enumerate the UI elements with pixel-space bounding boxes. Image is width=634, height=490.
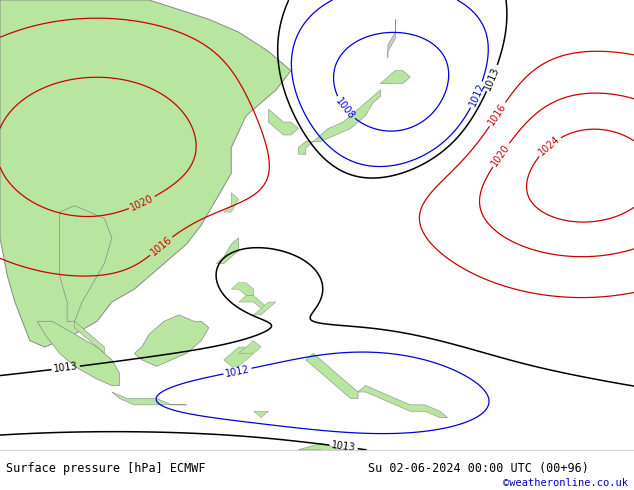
Polygon shape <box>60 206 112 321</box>
Polygon shape <box>299 142 313 154</box>
Polygon shape <box>306 353 358 398</box>
Polygon shape <box>313 90 380 142</box>
Polygon shape <box>358 386 448 417</box>
Text: 1020: 1020 <box>490 142 512 168</box>
Text: 1012: 1012 <box>224 364 250 378</box>
Polygon shape <box>75 321 105 353</box>
Polygon shape <box>0 0 291 347</box>
Polygon shape <box>224 347 254 367</box>
Polygon shape <box>388 19 396 58</box>
Text: 1012: 1012 <box>467 81 486 108</box>
Polygon shape <box>254 302 276 315</box>
Text: ©weatheronline.co.uk: ©weatheronline.co.uk <box>503 478 628 488</box>
Polygon shape <box>112 392 186 405</box>
Polygon shape <box>231 283 254 295</box>
Text: Su 02-06-2024 00:00 UTC (00+96): Su 02-06-2024 00:00 UTC (00+96) <box>368 462 588 475</box>
Text: 1016: 1016 <box>148 234 174 258</box>
Polygon shape <box>254 411 269 417</box>
Text: 1020: 1020 <box>129 193 155 213</box>
Polygon shape <box>238 341 261 353</box>
Polygon shape <box>269 109 299 135</box>
Text: 1013: 1013 <box>53 362 79 374</box>
Text: 1013: 1013 <box>331 441 356 453</box>
Polygon shape <box>134 315 209 367</box>
Polygon shape <box>216 238 238 264</box>
Text: 1008: 1008 <box>333 96 356 121</box>
Text: Surface pressure [hPa] ECMWF: Surface pressure [hPa] ECMWF <box>6 462 206 475</box>
Polygon shape <box>238 295 269 308</box>
Text: 1013: 1013 <box>483 65 501 92</box>
Text: 1016: 1016 <box>486 101 508 127</box>
Polygon shape <box>299 443 343 456</box>
Polygon shape <box>37 321 119 386</box>
Polygon shape <box>224 193 238 212</box>
Text: 1024: 1024 <box>536 134 562 158</box>
Polygon shape <box>380 71 410 83</box>
